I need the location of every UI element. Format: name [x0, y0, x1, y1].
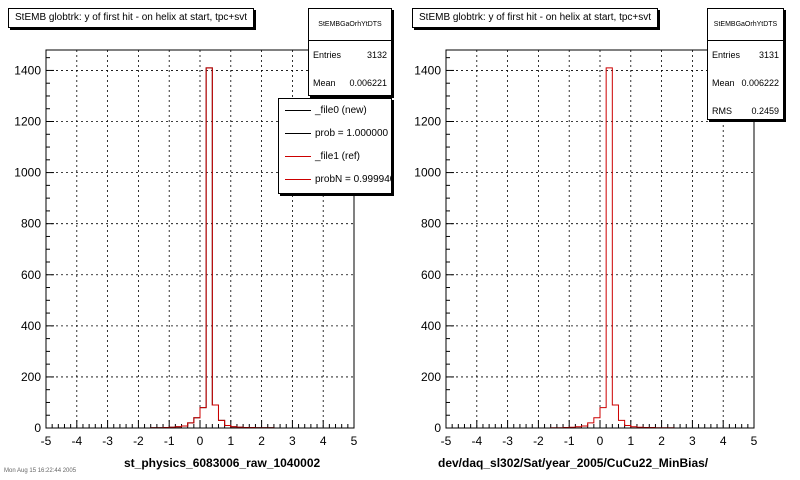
- left-stats-box: StEMBGaOrhYtDTS Entries 3132 Mean 0.0062…: [308, 8, 392, 96]
- right-x-tick-label-5: 0: [597, 434, 604, 448]
- left-x-tick-label-4: -1: [164, 434, 175, 448]
- right-stats-entries-value: 3131: [758, 50, 779, 60]
- left-stats-entries-row: Entries 3132: [309, 41, 391, 69]
- left-y-tick-label-2: 400: [21, 319, 41, 333]
- left-stats-entries-value: 3132: [366, 50, 387, 60]
- right-stats-entries-row: Entries 3131: [708, 41, 783, 69]
- right-y-tick-label-2: 400: [421, 319, 441, 333]
- right-y-tick-label-1: 200: [421, 370, 441, 384]
- left-hist-title: StEMB globtrk: y of first hit - on helix…: [8, 8, 255, 28]
- right-y-tick-label-6: 1200: [414, 115, 441, 129]
- left-stats-mean-value: 0.006221: [349, 78, 387, 88]
- left-y-tick-label-6: 1200: [14, 115, 41, 129]
- left-plot-frame: [45, 49, 355, 429]
- right-x-tick-label-0: -5: [441, 434, 452, 448]
- right-plot-frame: [445, 49, 755, 429]
- left-y-tick-label-1: 200: [21, 370, 41, 384]
- left-y-tick-label-4: 800: [21, 217, 41, 231]
- right-x-tick-label-3: -2: [533, 434, 544, 448]
- left-x-tick-label-1: -4: [71, 434, 82, 448]
- right-y-tick-label-0: 0: [434, 421, 441, 435]
- left-x-axis-label: st_physics_6083006_raw_1040002: [124, 456, 321, 470]
- left-stats-entries-label: Entries: [313, 50, 342, 60]
- left-y-tick-label-5: 1000: [14, 166, 41, 180]
- legend-item-file0: _file0 (new): [279, 99, 391, 122]
- left-x-tick-label-6: 1: [227, 434, 234, 448]
- right-stats-rms-row: RMS 0.2459: [708, 97, 783, 125]
- right-y-tick-label-7: 1400: [414, 63, 441, 77]
- right-hist-title: StEMB globtrk: y of first hit - on helix…: [412, 8, 659, 28]
- legend-swatch-file1: [285, 156, 311, 157]
- right-y-tick-label-3: 600: [421, 268, 441, 282]
- left-stats-mean-row: Mean 0.006221: [309, 69, 391, 97]
- left-x-tick-label-5: 0: [197, 434, 204, 448]
- right-x-tick-label-2: -3: [502, 434, 513, 448]
- right-y-tick-label-4: 800: [421, 217, 441, 231]
- right-x-axis-label: dev/daq_sl302/Sat/year_2005/CuCu22_MinBi…: [438, 456, 709, 470]
- left-y-tick-label-3: 600: [21, 268, 41, 282]
- left-x-tick-label-2: -3: [102, 434, 113, 448]
- left-stats-name: StEMBGaOrhYtDTS: [309, 9, 391, 41]
- legend-swatch-file0: [285, 110, 311, 111]
- right-x-tick-label-4: -1: [564, 434, 575, 448]
- footer-timestamp: Mon Aug 15 16:22:44 2005: [4, 468, 77, 474]
- left-x-tick-label-9: 4: [320, 434, 327, 448]
- right-stats-rms-value: 0.2459: [751, 106, 779, 116]
- legend-label-probn: probN = 0.999940: [315, 174, 392, 185]
- left-x-tick-label-0: -5: [41, 434, 52, 448]
- right-stats-mean-label: Mean: [712, 78, 735, 88]
- left-x-tick-label-10: 5: [351, 434, 358, 448]
- legend-item-prob: prob = 1.000000: [279, 122, 391, 145]
- legend-label-prob: prob = 1.000000: [315, 128, 389, 139]
- left-x-tick-label-3: -2: [133, 434, 144, 448]
- legend-swatch-prob: [285, 133, 311, 134]
- right-stats-rms-label: RMS: [712, 106, 732, 116]
- legend-item-file1: _file1 (ref): [279, 145, 391, 168]
- legend-swatch-probn: [285, 179, 311, 180]
- legend-item-probn: probN = 0.999940: [279, 168, 391, 191]
- left-y-tick-label-7: 1400: [14, 63, 41, 77]
- right-y-tick-label-5: 1000: [414, 166, 441, 180]
- right-x-tick-label-7: 2: [658, 434, 665, 448]
- right-x-tick-label-1: -4: [471, 434, 482, 448]
- right-x-tick-label-8: 3: [689, 434, 696, 448]
- legend-label-file0: _file0 (new): [315, 105, 367, 116]
- left-legend: _file0 (new) prob = 1.000000 _file1 (ref…: [278, 98, 392, 194]
- left-stats-mean-label: Mean: [313, 78, 336, 88]
- left-x-tick-label-7: 2: [258, 434, 265, 448]
- right-x-tick-label-9: 4: [720, 434, 727, 448]
- right-stats-mean-row: Mean 0.006222: [708, 69, 783, 97]
- right-stats-mean-value: 0.006222: [741, 78, 779, 88]
- left-x-tick-label-8: 3: [289, 434, 296, 448]
- right-x-tick-label-6: 1: [627, 434, 634, 448]
- right-stats-box: StEMBGaOrhYtDTS Entries 3131 Mean 0.0062…: [707, 8, 784, 120]
- left-y-tick-label-0: 0: [34, 421, 41, 435]
- right-stats-entries-label: Entries: [712, 50, 741, 60]
- right-stats-name: StEMBGaOrhYtDTS: [708, 9, 783, 41]
- legend-label-file1: _file1 (ref): [315, 151, 361, 162]
- right-x-tick-label-10: 5: [751, 434, 758, 448]
